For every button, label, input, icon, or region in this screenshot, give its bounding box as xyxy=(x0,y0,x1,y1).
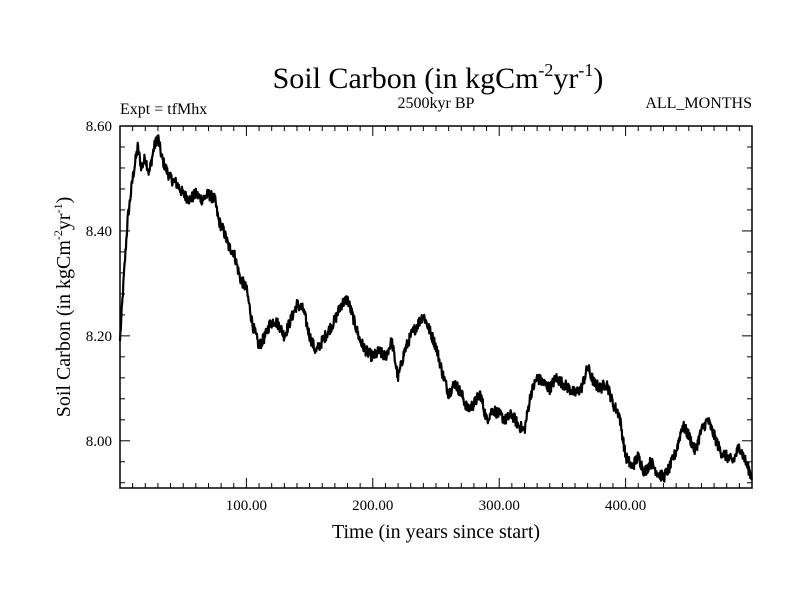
y-axis-label: Soil Carbon (in kgCm-2yr-1) xyxy=(51,197,75,418)
subtitle-center: 2500kyr BP xyxy=(398,95,475,112)
x-tick-label: 400.00 xyxy=(605,498,646,514)
chart-title-sup-2: -1 xyxy=(578,60,593,80)
y-axis-label-mid: yr xyxy=(53,213,75,230)
chart-title-sup-1: -2 xyxy=(538,60,553,80)
chart-title-main: Soil Carbon (in kgCm xyxy=(273,62,539,95)
chart-title: Soil Carbon (in kgCm-2yr-1) xyxy=(273,60,604,95)
y-tick-label: 8.40 xyxy=(86,224,112,240)
y-axis-label-end: ) xyxy=(53,197,75,204)
x-axis-label: Time (in years since start) xyxy=(332,521,540,543)
subtitle-left: Expt = tfMhx xyxy=(120,101,207,118)
x-tick-label: 300.00 xyxy=(479,498,520,514)
y-tick-labels: 8.00 8.20 8.40 8.60 xyxy=(86,119,112,450)
y-tick-label: 8.20 xyxy=(86,329,112,345)
y-axis-label-sup-1: -2 xyxy=(51,230,65,240)
subtitle-right: ALL_MONTHS xyxy=(645,95,752,112)
y-tick-label: 8.60 xyxy=(86,119,112,135)
plot-frame xyxy=(119,125,753,489)
chart-title-end: ) xyxy=(593,62,603,95)
chart-title-mid: yr xyxy=(553,62,578,95)
y-axis-label-main: Soil Carbon (in kgCm xyxy=(53,240,75,418)
axis-ticks xyxy=(120,125,753,488)
x-tick-labels: 100.00 200.00 300.00 400.00 xyxy=(226,498,646,514)
y-axis-label-sup-2: -1 xyxy=(51,203,65,213)
x-tick-label: 100.00 xyxy=(226,498,267,514)
x-tick-label: 200.00 xyxy=(352,498,393,514)
y-tick-label: 8.00 xyxy=(86,434,112,450)
series-line xyxy=(118,134,754,483)
